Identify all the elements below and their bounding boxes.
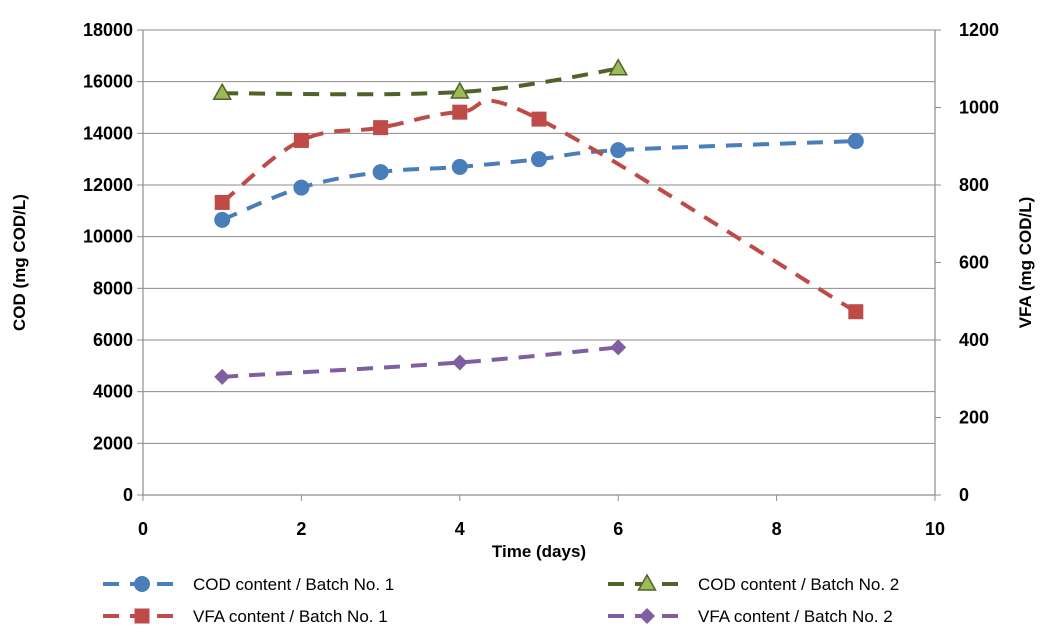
data-point (847, 133, 864, 150)
legend-entry: VFA content / Batch No. 2 (608, 607, 893, 626)
y2-tick-label: 400 (959, 330, 989, 350)
series-1 (214, 133, 864, 228)
data-point (531, 111, 547, 127)
legend-label: VFA content / Batch No. 2 (698, 607, 893, 626)
data-point (373, 120, 389, 136)
series-2 (212, 58, 628, 101)
data-point (450, 81, 470, 99)
y-tick-label: 14000 (83, 123, 133, 143)
data-point (639, 608, 655, 624)
data-point (608, 58, 628, 76)
x-tick-label: 2 (296, 519, 306, 539)
y2-tick-label: 1000 (959, 98, 999, 118)
legend-label: COD content / Batch No. 2 (698, 575, 899, 594)
data-point (214, 211, 231, 228)
legend-entry: COD content / Batch No. 2 (608, 573, 899, 594)
y-tick-label: 2000 (93, 433, 133, 453)
legend: COD content / Batch No. 1 COD content / B… (103, 573, 899, 626)
data-point (531, 151, 547, 168)
series-3 (214, 98, 864, 320)
y-tick-label: 16000 (83, 72, 133, 92)
y2-tick-label: 1200 (959, 20, 999, 40)
left-y-axis-title: COD (mg COD/L) (10, 194, 29, 331)
y2-tick-label: 600 (959, 253, 989, 273)
data-point (637, 573, 657, 591)
y-tick-label: 4000 (93, 382, 133, 402)
legend-label: VFA content / Batch No. 1 (193, 607, 388, 626)
legend-label: COD content / Batch No. 1 (193, 575, 394, 594)
data-point (610, 339, 627, 356)
y-tick-label: 0 (123, 485, 133, 505)
y-tick-label: 8000 (93, 278, 133, 298)
axes: 0200040006000800010000120001400016000180… (83, 20, 999, 539)
series-line (222, 66, 619, 97)
x-tick-label: 8 (772, 519, 782, 539)
series-line (222, 345, 619, 379)
data-point (452, 104, 468, 120)
y-tick-label: 18000 (83, 20, 133, 40)
data-point (293, 132, 309, 148)
y2-tick-label: 800 (959, 175, 989, 195)
data-point (134, 576, 150, 592)
data-point (848, 304, 864, 320)
x-tick-label: 0 (138, 519, 148, 539)
data-point (214, 194, 230, 210)
y-tick-label: 10000 (83, 227, 133, 247)
y-tick-label: 6000 (93, 330, 133, 350)
x-axis-title: Time (days) (492, 542, 586, 561)
x-tick-label: 6 (613, 519, 623, 539)
series-line (220, 98, 857, 314)
series-4 (214, 339, 627, 385)
data-point (451, 354, 468, 371)
data-point (610, 142, 627, 159)
data-point (451, 158, 468, 175)
y2-tick-label: 0 (959, 485, 969, 505)
x-tick-label: 4 (455, 519, 465, 539)
data-point (134, 608, 150, 624)
data-point (372, 164, 389, 181)
legend-entry: COD content / Batch No. 1 (103, 575, 394, 594)
y-tick-label: 12000 (83, 175, 133, 195)
data-point (214, 368, 231, 385)
data-point (293, 179, 310, 196)
x-tick-label: 10 (925, 519, 945, 539)
data-point (212, 82, 232, 101)
series-layer (212, 58, 864, 385)
y2-tick-label: 200 (959, 408, 989, 428)
gridlines (143, 29, 935, 444)
right-y-axis-title: VFA (mg COD/L) (1016, 197, 1035, 329)
legend-entry: VFA content / Batch No. 1 (103, 607, 388, 626)
